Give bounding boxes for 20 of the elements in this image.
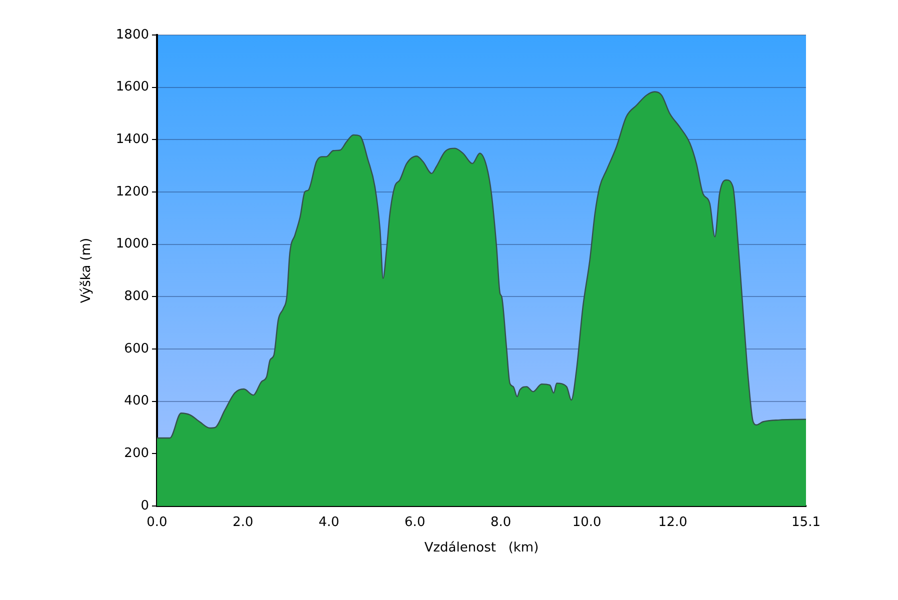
y-tick-label: 1600 [116, 80, 149, 95]
x-tick-label: 4.0 [318, 515, 340, 530]
x-tick-label: 8.0 [490, 515, 512, 530]
y-tick-label: 1200 [116, 184, 149, 200]
y-tick-label: 0 [140, 498, 149, 514]
y-tick-label: 400 [124, 394, 149, 409]
x-tick-label: 10.0 [572, 515, 602, 530]
x-tick-label: 0.0 [146, 515, 168, 530]
x-axis-title: Vzdálenost (km) [424, 540, 539, 556]
y-tick-label: 200 [124, 446, 149, 462]
y-tick-label: 800 [124, 289, 149, 304]
y-tick-label: 600 [124, 341, 149, 356]
y-axis-title: Výška (m) [79, 238, 94, 304]
y-tick-label: 1400 [116, 132, 149, 148]
x-tick-label: 6.0 [404, 515, 426, 530]
y-tick-label: 1000 [116, 236, 149, 252]
x-tick-label: 2.0 [232, 515, 254, 530]
x-tick-label: 12.0 [658, 515, 688, 530]
y-tick-label: 1800 [116, 27, 149, 42]
x-tick-label: 15.1 [792, 515, 820, 530]
